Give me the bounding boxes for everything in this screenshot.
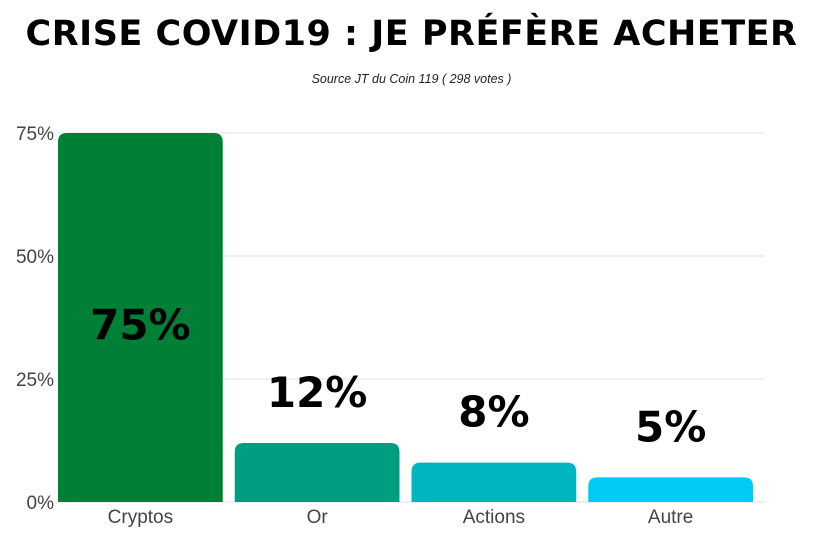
x-axis: Cryptos Or Actions Autre xyxy=(108,507,694,528)
y-tick-label: 0% xyxy=(27,493,55,514)
x-tick-label: Autre xyxy=(648,507,693,528)
bar-or xyxy=(234,442,400,502)
y-tick-label: 50% xyxy=(16,247,54,268)
data-label: 5% xyxy=(635,402,706,451)
y-axis: 0% 25% 50% 75% xyxy=(16,124,54,514)
chart-title: CRISE COVID19 : JE PRÉFÈRE ACHETER xyxy=(25,14,798,54)
bar-cryptos xyxy=(58,133,223,502)
y-tick-label: 75% xyxy=(16,124,54,145)
x-tick-label: Or xyxy=(307,507,329,528)
bar-autre xyxy=(588,477,753,502)
data-labels: 75% 12% 8% 5% xyxy=(90,301,706,452)
data-label: 8% xyxy=(458,388,529,437)
bar-actions xyxy=(411,462,577,502)
x-tick-label: Actions xyxy=(463,507,525,528)
chart-subtitle: Source JT du Coin 119 ( 298 votes ) xyxy=(311,72,512,86)
data-label: 12% xyxy=(267,368,368,417)
y-tick-label: 25% xyxy=(16,370,54,391)
bars xyxy=(58,133,753,502)
x-tick-label: Cryptos xyxy=(108,507,173,528)
data-label: 75% xyxy=(90,301,191,350)
